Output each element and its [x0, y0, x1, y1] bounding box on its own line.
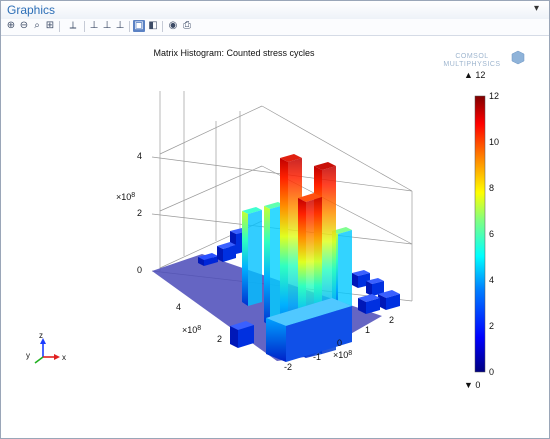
snapshot-icon[interactable]: ◉ — [168, 20, 178, 31]
z-multiplier: ×108 — [116, 192, 135, 202]
y-multiplier: ×108 — [182, 325, 201, 335]
toolbar-separator — [129, 21, 130, 32]
bar — [217, 242, 236, 262]
y-tick-2: 2 — [217, 334, 222, 344]
toolbar-separator — [84, 21, 85, 32]
triad-y-label: y — [26, 351, 30, 360]
bar — [366, 278, 384, 296]
colorbar-gradient — [474, 95, 486, 373]
go-to-zx-view-icon[interactable]: ⊥ — [115, 20, 125, 31]
comsol-logo: COMSOL MULTIPHYSICS — [443, 50, 525, 68]
colorbar: ▲ 12 12 10 8 6 4 2 0 ▼ 0 — [464, 70, 499, 390]
z-tick-2: 2 — [137, 208, 142, 218]
bar — [230, 321, 254, 348]
x-tick-2: 2 — [389, 315, 394, 325]
zoom-out-icon[interactable]: ⊖ — [19, 20, 29, 31]
colorbar-tick-10: 10 — [489, 137, 499, 147]
view-axis-icon[interactable]: ⟂ — [69, 20, 77, 31]
triad-x-label: x — [62, 353, 66, 362]
graphics-toolbar: ⊕ ⊖ ⌕ ⊞ ⟂ ⊥ ⊥ ⊥ ▣ ◧ ◉ ⎙ — [1, 19, 549, 36]
print-icon[interactable]: ⎙ — [183, 20, 191, 31]
x-tick-neg1: -1 — [313, 352, 321, 362]
axis-triad: z x y — [26, 331, 66, 364]
window-menu-icon[interactable]: ▾ — [533, 3, 539, 14]
bar — [266, 298, 352, 362]
logo-text-line1: COMSOL — [455, 53, 488, 60]
bar — [198, 253, 218, 266]
triad-z-label: z — [39, 331, 43, 340]
plot-title: Matrix Histogram: Counted stress cycles — [153, 48, 315, 58]
histogram-bars — [198, 154, 400, 362]
go-to-xy-view-icon[interactable]: ⊥ — [89, 20, 99, 31]
logo-cube-icon — [511, 50, 525, 65]
bar — [358, 294, 380, 314]
triad-x-arrow — [54, 354, 60, 360]
x-multiplier: ×108 — [333, 350, 352, 360]
zoom-extents-icon[interactable]: ⊞ — [45, 20, 55, 31]
window-title: Graphics — [7, 3, 56, 17]
zoom-in-icon[interactable]: ⊕ — [6, 20, 16, 31]
scene-light-icon[interactable]: ▣ — [133, 20, 145, 32]
colorbar-tick-4: 4 — [489, 275, 494, 285]
triad-y-axis — [34, 356, 44, 364]
toolbar-separator — [59, 21, 60, 32]
bar — [242, 207, 262, 306]
y-tick-4: 4 — [176, 302, 181, 312]
colorbar-tick-0: 0 — [489, 367, 494, 377]
z-tick-0: 0 — [137, 265, 142, 275]
colorbar-tick-2: 2 — [489, 321, 494, 331]
x-tick-0: 0 — [337, 338, 342, 348]
colorbar-tick-12: 12 — [489, 91, 499, 101]
triad-z-arrow — [40, 338, 46, 344]
colorbar-min-label: ▼ 0 — [464, 380, 480, 390]
colorbar-max-label: ▲ 12 — [464, 70, 485, 80]
go-to-yz-view-icon[interactable]: ⊥ — [102, 20, 112, 31]
plot-canvas[interactable]: Matrix Histogram: Counted stress cycles … — [2, 36, 549, 431]
x-tick-1: 1 — [365, 325, 370, 335]
colorbar-tick-8: 8 — [489, 183, 494, 193]
x-tick-neg2: -2 — [284, 362, 292, 372]
zoom-box-icon[interactable]: ⌕ — [34, 20, 40, 31]
transparency-icon[interactable]: ◧ — [148, 20, 158, 31]
colorbar-tick-6: 6 — [489, 229, 494, 239]
logo-text-line2: MULTIPHYSICS — [443, 61, 500, 68]
toolbar-separator — [162, 21, 163, 32]
title-bar: Graphics ▾ — [1, 1, 549, 19]
plot-area[interactable]: Matrix Histogram: Counted stress cycles … — [2, 36, 549, 431]
z-tick-4: 4 — [137, 151, 142, 161]
